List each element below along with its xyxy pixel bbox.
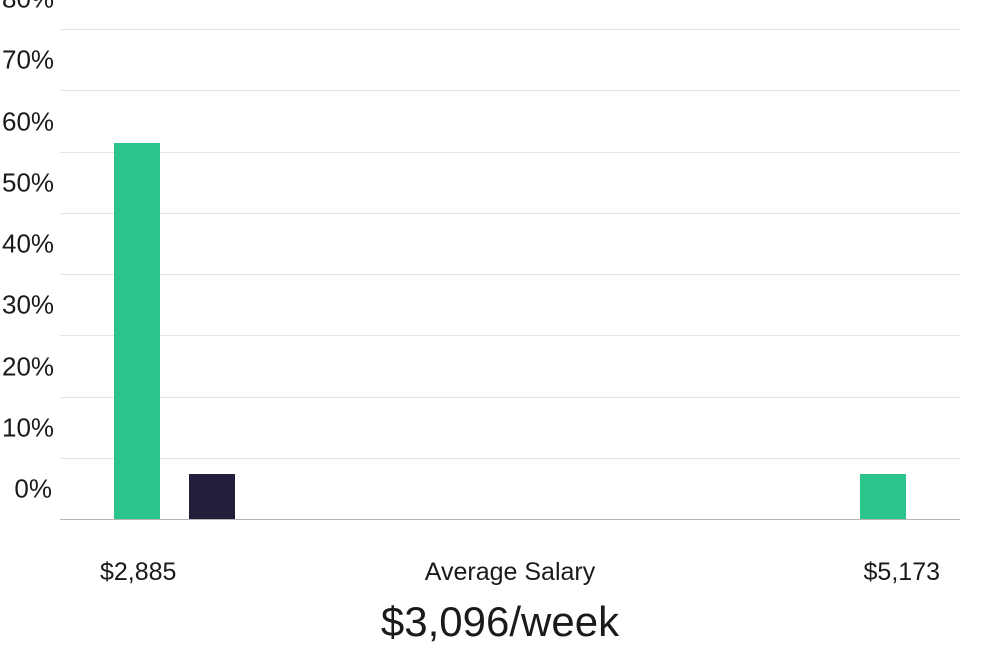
ytick-80: 80% xyxy=(2,0,52,15)
bar-slot-10 xyxy=(771,30,846,520)
bar-slot-3 xyxy=(249,30,324,520)
ytick-20: 20% xyxy=(2,351,52,382)
bar-2[interactable] xyxy=(189,474,235,520)
bar-slot-2 xyxy=(175,30,250,520)
bar-slot-6 xyxy=(473,30,548,520)
bars-row xyxy=(60,30,960,520)
bar-slot-7 xyxy=(547,30,622,520)
plot-area: 0% 10% 20% 30% 40% 50% 60% 70% 80% xyxy=(60,30,960,520)
x-axis-line xyxy=(60,519,960,520)
bar-11[interactable] xyxy=(860,474,906,520)
xlabel-axis-title: Average Salary xyxy=(60,558,960,587)
bar-slot-11 xyxy=(845,30,920,520)
bar-slot-5 xyxy=(398,30,473,520)
xlabel-max-salary: $5,173 xyxy=(864,558,940,587)
ytick-30: 30% xyxy=(2,290,52,321)
chart-title-average: $3,096/week xyxy=(0,598,1000,646)
salary-histogram-chart: 0% 10% 20% 30% 40% 50% 60% 70% 80% xyxy=(0,0,1000,660)
ytick-0: 0% xyxy=(2,474,52,505)
bar-slot-1 xyxy=(100,30,175,520)
ytick-40: 40% xyxy=(2,229,52,260)
bar-slot-8 xyxy=(622,30,697,520)
ytick-50: 50% xyxy=(2,167,52,198)
bar-slot-9 xyxy=(696,30,771,520)
ytick-60: 60% xyxy=(2,106,52,137)
bar-1[interactable] xyxy=(114,143,160,520)
ytick-70: 70% xyxy=(2,45,52,76)
bar-slot-4 xyxy=(324,30,399,520)
ytick-10: 10% xyxy=(2,412,52,443)
